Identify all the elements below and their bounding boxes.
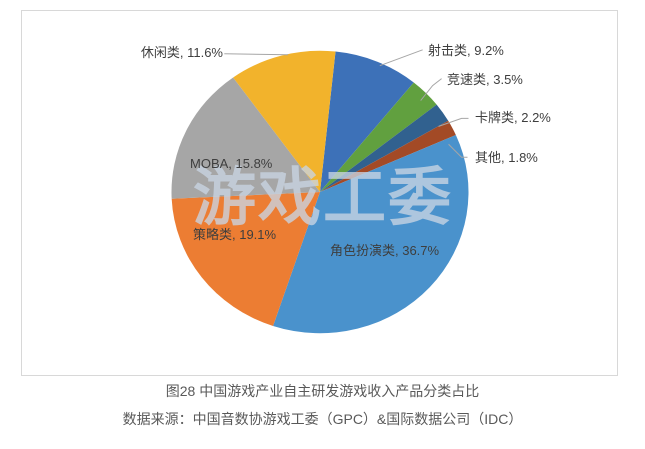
pie-slice-角色扮演类	[273, 134, 469, 334]
pie-chart	[171, 49, 469, 334]
pie-slice-射击类	[319, 51, 414, 193]
leader-line-racing	[420, 78, 442, 101]
pie-slice-卡牌类	[319, 104, 449, 193]
leader-line-shooting	[379, 49, 423, 67]
pie-label-rpg: 角色扮演类, 36.7%	[330, 243, 440, 258]
data-source: 数据来源：中国音数协游戏工委（GPC）&国际数据公司（IDC）	[122, 411, 523, 427]
pie-label-casual: 休闲类, 11.6%	[140, 45, 223, 60]
pie-slice-休闲类	[233, 50, 336, 193]
pie-slice-其他	[319, 120, 456, 193]
pie-label-moba: MOBA, 15.8%	[190, 156, 273, 171]
leader-line-other	[448, 143, 468, 158]
pie-label-strategy: 策略类, 19.1%	[193, 227, 277, 242]
chart-panel: 游戏工委 射击类, 9.2% 竞速类, 3.5% 卡牌类, 2.2% 其他, 1…	[21, 10, 618, 376]
pie-label-shooting: 射击类, 9.2%	[428, 43, 504, 58]
pie-label-racing: 竞速类, 3.5%	[447, 72, 523, 87]
pie-label-card: 卡牌类, 2.2%	[475, 110, 551, 125]
pie-slice-竞速类	[319, 82, 437, 193]
leader-line-casual	[224, 53, 289, 56]
pie-slice-策略类	[171, 192, 320, 326]
pie-slice-MOBA	[171, 77, 320, 199]
pie-label-other: 其他, 1.8%	[475, 150, 538, 165]
leader-line-card	[438, 117, 469, 127]
figure-caption: 图28 中国游戏产业自主研发游戏收入产品分类占比	[165, 383, 480, 399]
